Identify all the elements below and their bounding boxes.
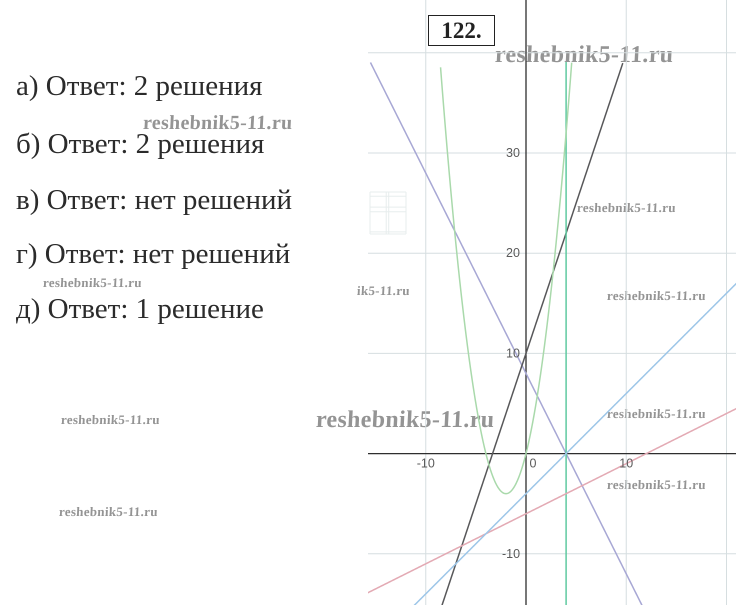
- svg-text:10: 10: [619, 457, 633, 471]
- svg-text:20: 20: [506, 246, 520, 260]
- svg-text:0: 0: [530, 457, 537, 471]
- svg-text:-10: -10: [417, 457, 435, 471]
- svg-text:30: 30: [506, 146, 520, 160]
- svg-text:10: 10: [506, 346, 520, 360]
- svg-text:-10: -10: [502, 547, 520, 561]
